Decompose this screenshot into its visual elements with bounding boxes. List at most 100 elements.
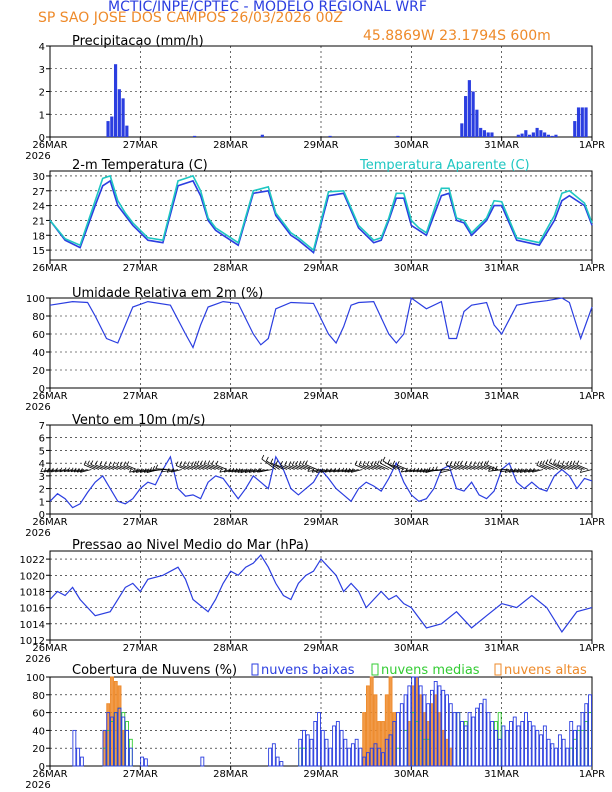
wind-barb-flag [104, 461, 107, 466]
pressure-xtick-label: 26MAR [32, 643, 67, 654]
wind-barb-flag [477, 461, 480, 466]
humidity-xtick-label: 29MAR [303, 391, 338, 402]
wind-barb-flag [40, 467, 44, 473]
wind-barb [104, 465, 115, 470]
wind-barb [397, 464, 408, 470]
wind-barb [237, 469, 250, 473]
wind-barb-flag [126, 461, 130, 466]
wind-barb-flag [248, 468, 252, 473]
wind-barb-flag [215, 460, 219, 466]
wind-barb [387, 463, 401, 470]
wind-barb-flag [376, 460, 380, 465]
precip-bar [117, 89, 121, 137]
wind-barb-flag [504, 468, 508, 473]
precip-bar [543, 132, 547, 137]
precip-bar [576, 107, 581, 137]
wind-barb-flag [135, 468, 139, 473]
wind-barb-flag [99, 460, 103, 466]
cloud-bar-low [332, 725, 337, 767]
cloud-bar-low [407, 685, 412, 767]
wind-barb-flag [392, 460, 396, 466]
wind-xtick-label: 1APR [579, 517, 605, 528]
pressure-xtick-label: 27MAR [123, 643, 158, 654]
pressure-xtick-label: 30MAR [394, 643, 429, 654]
wind-barb [90, 464, 103, 470]
temperature-xtick-label: 1APR [579, 263, 605, 274]
precip-bar [464, 96, 468, 137]
wind-barb-flag [257, 468, 260, 473]
precip-bar [121, 98, 125, 137]
precip-bar [328, 135, 332, 137]
wind-barb [469, 465, 480, 470]
wind-ytick-label: 7 [39, 421, 45, 432]
wind-xtick-label: 28MAR [213, 517, 248, 528]
wind-barb-flag [193, 461, 197, 466]
wind-barb-flag [207, 460, 211, 465]
cloud-bar-low [143, 758, 148, 767]
cloud-bar-low [493, 729, 498, 767]
wind-barb-flag [553, 459, 556, 464]
cloud-bar-low [463, 725, 468, 767]
wind-barb [261, 458, 277, 470]
pressure-ytick-label: 1020 [20, 571, 45, 582]
wind-barb [275, 464, 288, 470]
wind-barb [557, 464, 570, 470]
wind-barb [191, 465, 201, 470]
precip-xtick-label: 31MAR [484, 140, 519, 151]
wind-barb [536, 464, 547, 470]
cloud-bar-low [475, 707, 480, 767]
cloud-bar-low [76, 747, 81, 767]
wind-barb-flag [119, 461, 123, 466]
wind-barb-flag [480, 461, 484, 466]
cloud-bar-low [542, 725, 547, 767]
wind-barb-flag [536, 461, 540, 466]
wind-barb [112, 465, 122, 470]
humidity-xtick-label: 1APR [579, 391, 605, 402]
wind-barb-flag [146, 468, 150, 473]
wind-barb-flag [464, 460, 468, 466]
humidity-ytick-label: 0 [39, 384, 45, 395]
humidity-xtick-label: 26MAR [32, 391, 67, 402]
clouds-xtick-label: 1APR [579, 769, 605, 780]
wind-barb-flag [228, 467, 231, 473]
wind-barb [194, 464, 205, 470]
wind-barb-flag [275, 460, 279, 465]
pressure-ytick-label: 1018 [20, 587, 45, 598]
cloud-bar-low [445, 694, 449, 767]
wind-barb-flag [469, 461, 472, 466]
wind-barb [302, 464, 314, 470]
wind-barb-flag [73, 467, 77, 473]
wind-barb [74, 469, 84, 473]
wind-barb-flag [370, 461, 374, 466]
wind-barb-flag [416, 467, 420, 473]
cloud-bar-low [452, 712, 457, 767]
cloud-bar-low [527, 721, 532, 767]
cloud-bar-low [200, 756, 205, 767]
precip-bar [539, 130, 543, 137]
clouds-ytick-label: 40 [32, 726, 45, 737]
wind-barb-flag [499, 467, 503, 473]
temperature-series-line [49, 179, 593, 255]
precip-bar [193, 135, 197, 137]
clouds-title: Cobertura de Nuvens (%) [72, 663, 237, 678]
wind-barb [215, 464, 228, 470]
wind-barb-flag [373, 460, 377, 466]
wind-barb [87, 464, 100, 470]
cloud-bar-low [569, 721, 574, 767]
wind-barb-flag [440, 468, 443, 473]
wind-barb [545, 463, 559, 470]
wind-barb-flag [431, 466, 435, 472]
wind-barb-flag [132, 468, 136, 473]
temperature-xtick-label: 27MAR [123, 263, 158, 274]
wind-xtick-label: 31MAR [484, 517, 519, 528]
cloud-legend-swatch [494, 663, 502, 676]
pressure-title: Pressao ao Nivel Medio do Mar (hPa) [72, 538, 309, 553]
precip-xtick-label: 28MAR [213, 140, 248, 151]
cloud-bar-low [384, 738, 389, 767]
humidity-ytick-label: 60 [32, 330, 45, 341]
wind-barb-flag [566, 460, 569, 466]
cloud-bar-low [501, 725, 506, 767]
wind-barb [440, 469, 453, 474]
wind-barb-flag [284, 461, 288, 466]
clouds-xtick-label: 28MAR [213, 769, 248, 780]
